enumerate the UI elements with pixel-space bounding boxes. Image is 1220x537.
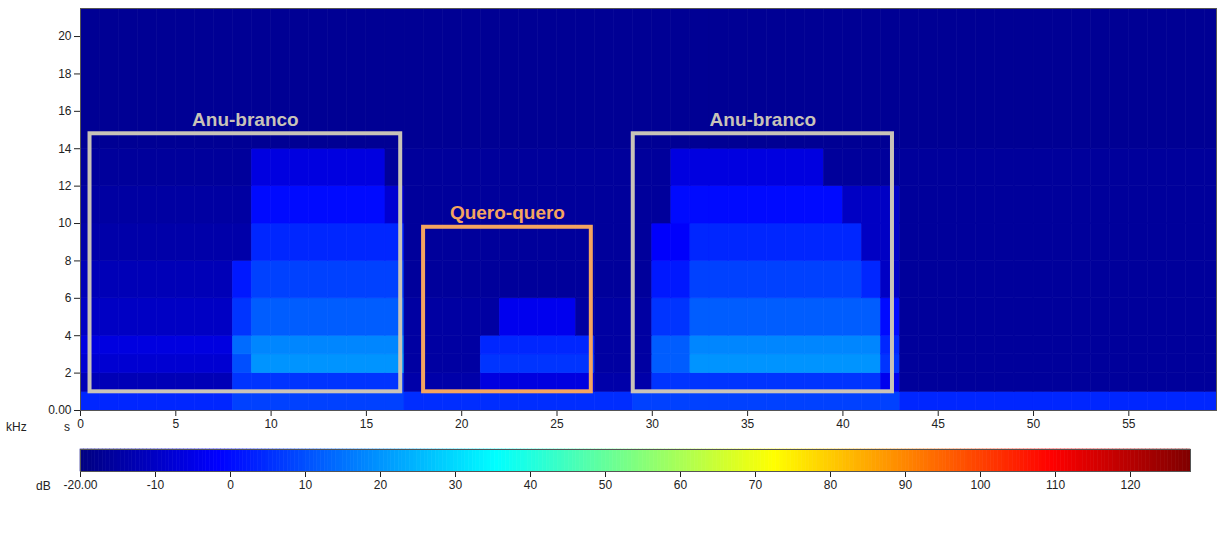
svg-text:12: 12: [58, 179, 72, 193]
svg-text:18: 18: [58, 67, 72, 81]
svg-text:Anu-branco: Anu-branco: [710, 109, 817, 130]
svg-text:80: 80: [824, 478, 838, 492]
svg-text:10: 10: [264, 417, 278, 431]
svg-text:55: 55: [1122, 417, 1136, 431]
svg-text:30: 30: [646, 417, 660, 431]
svg-text:10: 10: [58, 216, 72, 230]
svg-text:20: 20: [455, 417, 469, 431]
svg-text:35: 35: [741, 417, 755, 431]
svg-text:110: 110: [1046, 478, 1065, 492]
svg-text:25: 25: [550, 417, 564, 431]
svg-text:8: 8: [65, 254, 72, 268]
svg-text:Anu-branco: Anu-branco: [192, 109, 299, 130]
svg-text:-10: -10: [147, 478, 165, 492]
svg-text:50: 50: [599, 478, 613, 492]
html-text:kHz: kHz: [6, 420, 27, 434]
svg-text:20: 20: [374, 478, 388, 492]
svg-text:40: 40: [836, 417, 850, 431]
svg-text:30: 30: [449, 478, 463, 492]
svg-text:0: 0: [77, 417, 84, 431]
svg-text:Quero-quero: Quero-quero: [450, 202, 565, 223]
svg-text:0.00: 0.00: [48, 403, 72, 417]
svg-text:10: 10: [299, 478, 313, 492]
html-text:s: s: [64, 420, 70, 434]
svg-text:50: 50: [1027, 417, 1041, 431]
svg-text:2: 2: [65, 366, 72, 380]
svg-text:60: 60: [674, 478, 688, 492]
svg-text:16: 16: [58, 104, 72, 118]
svg-text:45: 45: [932, 417, 946, 431]
svg-text:14: 14: [58, 142, 72, 156]
svg-text:120: 120: [1120, 478, 1140, 492]
svg-text:90: 90: [899, 478, 913, 492]
svg-text:0: 0: [227, 478, 234, 492]
svg-text:100: 100: [970, 478, 990, 492]
svg-text:20: 20: [58, 29, 72, 43]
svg-text:5: 5: [172, 417, 179, 431]
svg-text:70: 70: [749, 478, 763, 492]
svg-text:40: 40: [524, 478, 538, 492]
svg-text:6: 6: [65, 291, 72, 305]
svg-text:4: 4: [65, 329, 72, 343]
svg-text:15: 15: [360, 417, 374, 431]
svg-text:-20.00: -20.00: [63, 478, 97, 492]
html-text:dB: dB: [36, 479, 51, 493]
